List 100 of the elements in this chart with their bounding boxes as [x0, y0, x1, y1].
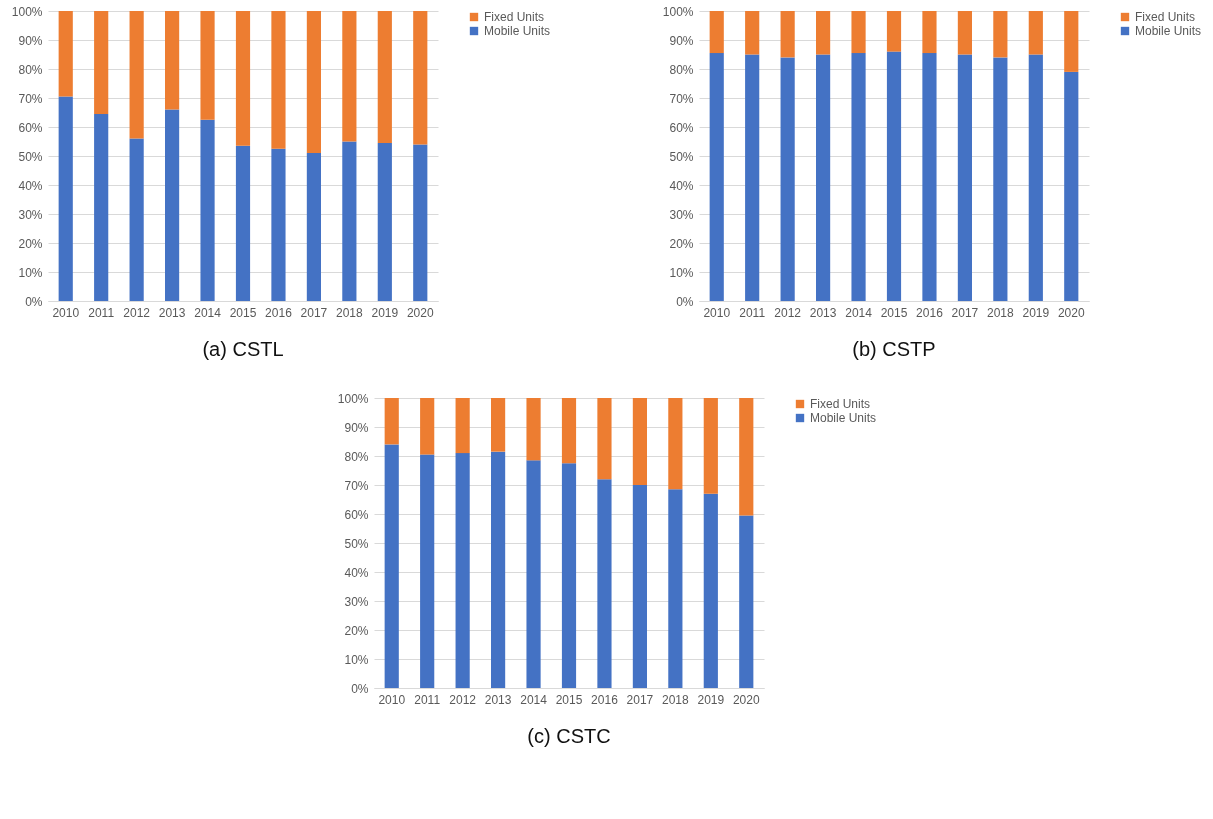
- bar: [738, 398, 753, 516]
- bar: [455, 453, 470, 688]
- bar: [993, 57, 1008, 301]
- bar: [886, 51, 902, 301]
- y-tick-label: 60%: [669, 120, 694, 135]
- bar: [525, 398, 541, 461]
- y-tick-label: 40%: [18, 178, 43, 193]
- bar: [667, 489, 682, 688]
- bar: [922, 11, 937, 54]
- bar: [306, 153, 321, 301]
- legend-label: Mobile Units: [1135, 24, 1202, 38]
- y-tick-label: 70%: [343, 478, 369, 493]
- y-tick-label: 0%: [25, 294, 43, 309]
- bar: [851, 53, 866, 301]
- x-tick-label: 2017: [626, 692, 654, 707]
- bar: [419, 454, 434, 688]
- y-tick-label: 100%: [11, 4, 43, 19]
- x-tick-label: 2015: [880, 305, 908, 320]
- y-tick-label: 60%: [343, 507, 369, 522]
- y-tick-label: 90%: [343, 420, 369, 435]
- x-tick-label: 2015: [555, 692, 583, 707]
- y-tick-label: 30%: [669, 207, 694, 222]
- x-tick-label: 2019: [696, 692, 724, 707]
- bar: [957, 54, 972, 301]
- y-tick-label: 80%: [669, 62, 694, 77]
- bar: [957, 11, 972, 55]
- bar: [271, 11, 286, 149]
- legend-label: Mobile Units: [809, 411, 876, 425]
- bar: [200, 11, 215, 120]
- bar: [1028, 11, 1043, 55]
- y-tick-label: 20%: [343, 623, 369, 638]
- bar: [413, 11, 428, 145]
- bar: [271, 148, 286, 301]
- y-tick-label: 80%: [18, 62, 43, 77]
- x-tick-label: 2013: [484, 692, 512, 707]
- bar: [377, 11, 392, 143]
- y-tick-label: 0%: [350, 681, 369, 696]
- bar: [94, 113, 109, 301]
- y-tick-label: 50%: [669, 149, 694, 164]
- bar: [165, 11, 180, 110]
- text: (a) CSTL: [202, 338, 284, 360]
- x-tick-label: 2011: [413, 692, 440, 707]
- y-tick-label: 70%: [669, 91, 694, 106]
- x-tick-label: 2020: [406, 305, 434, 320]
- x-tick-label: 2011: [88, 305, 115, 320]
- bar: [816, 54, 831, 301]
- bar: [490, 451, 505, 688]
- bar: [780, 11, 795, 58]
- bar: [632, 485, 647, 688]
- x-tick-label: 2020: [1057, 305, 1085, 320]
- x-tick-label: 2010: [703, 305, 731, 320]
- bar: [58, 96, 73, 301]
- x-tick-label: 2014: [845, 305, 873, 320]
- y-tick-label: 20%: [18, 236, 43, 251]
- bar: [745, 11, 760, 55]
- bar: [561, 398, 576, 464]
- bar: [235, 11, 251, 146]
- bar: [129, 11, 144, 139]
- bar: [342, 11, 357, 142]
- bar: [200, 119, 215, 301]
- bar: [709, 11, 724, 54]
- x-tick-label: 2017: [951, 305, 979, 320]
- bar: [384, 444, 399, 688]
- y-tick-label: 30%: [18, 207, 43, 222]
- bar: [596, 398, 612, 480]
- bar: [525, 460, 541, 688]
- bar: [886, 11, 902, 52]
- bar: [993, 11, 1008, 58]
- bar: [703, 493, 718, 688]
- bar: [94, 11, 109, 114]
- bar: [703, 398, 718, 494]
- x-tick-label: 2016: [265, 305, 293, 320]
- bar: [561, 463, 576, 688]
- x-tick-label: 2017: [300, 305, 328, 320]
- x-tick-label: 2013: [809, 305, 837, 320]
- bar: [413, 144, 428, 301]
- bar: [377, 142, 392, 301]
- x-tick-label: 2010: [52, 305, 80, 320]
- x-tick-label: 2019: [1022, 305, 1050, 320]
- x-tick-label: 2018: [987, 305, 1015, 320]
- y-tick-label: 50%: [343, 536, 369, 551]
- x-tick-label: 2014: [519, 692, 547, 707]
- bar: [1064, 71, 1079, 301]
- y-tick-label: 90%: [669, 33, 694, 48]
- x-tick-label: 2014: [194, 305, 222, 320]
- y-tick-label: 10%: [343, 652, 369, 667]
- legend-label: Mobile Units: [484, 24, 551, 38]
- bar: [596, 479, 612, 688]
- text: (b) CSTP: [852, 338, 936, 360]
- y-tick-label: 100%: [662, 4, 694, 19]
- y-tick-label: 50%: [18, 149, 43, 164]
- y-tick-label: 80%: [343, 449, 369, 464]
- x-tick-label: 2011: [739, 305, 766, 320]
- bar: [419, 398, 434, 455]
- x-tick-label: 2012: [774, 305, 802, 320]
- x-tick-label: 2019: [371, 305, 399, 320]
- bar: [851, 11, 866, 54]
- x-tick-label: 2010: [377, 692, 405, 707]
- legend-label: Fixed Units: [809, 397, 870, 411]
- bar: [922, 53, 937, 301]
